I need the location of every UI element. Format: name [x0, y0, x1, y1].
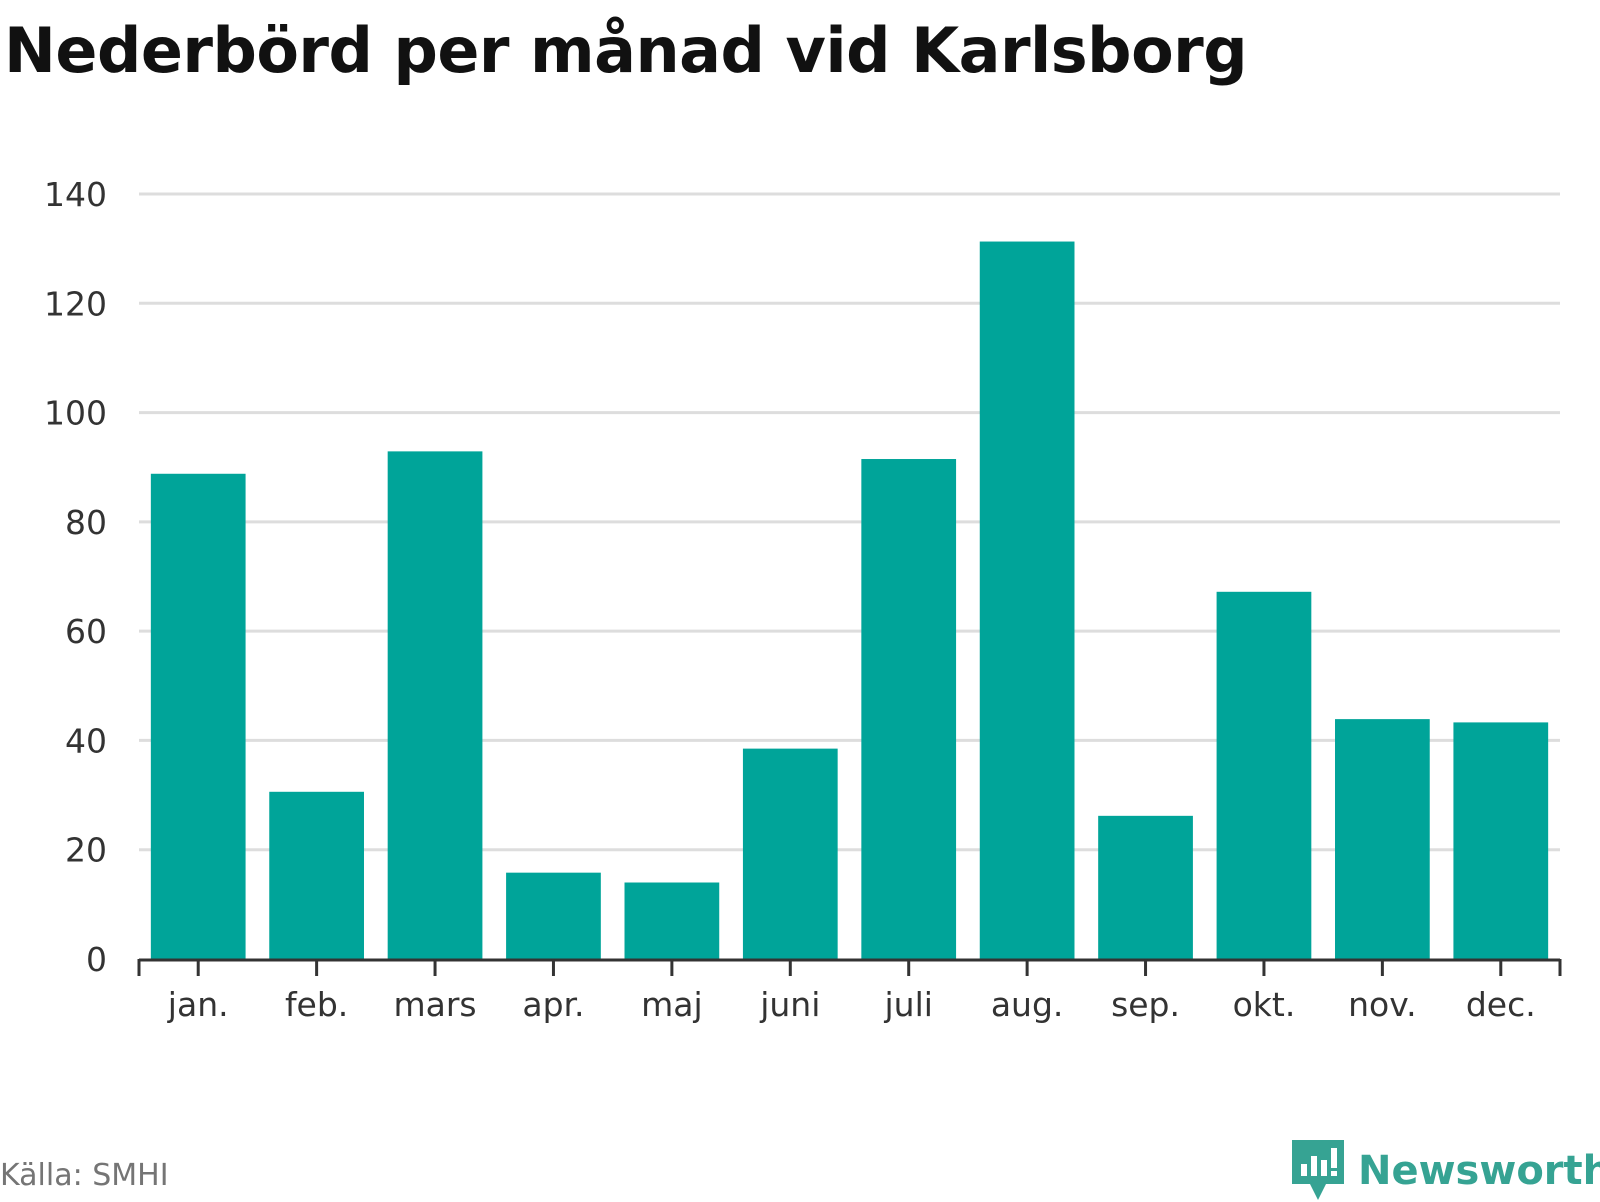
y-tick-label: 40 [65, 721, 107, 760]
brand-name: Newsworthy [1358, 1148, 1600, 1194]
y-tick-label: 60 [65, 612, 107, 651]
y-tick-label: 0 [86, 940, 107, 979]
bars [150, 241, 1549, 959]
y-tick-label: 100 [44, 394, 107, 433]
newsworthy-logo-icon [1292, 1140, 1344, 1200]
bar [1453, 722, 1549, 959]
bar [269, 791, 364, 959]
y-tick-label: 20 [65, 831, 107, 870]
chart-title: Nederbörd per månad vid Karlsborg [4, 14, 1248, 87]
x-tick-label: mars [393, 985, 476, 1024]
y-tick-label: 120 [44, 284, 107, 323]
y-tick-label: 140 [44, 175, 107, 214]
y-tick-label: 80 [65, 503, 107, 542]
x-tick-label: juni [759, 985, 820, 1024]
bar [624, 882, 720, 959]
bar [979, 241, 1075, 959]
x-tick-label: maj [641, 985, 703, 1024]
x-tick-label: nov. [1348, 985, 1417, 1024]
x-tick-label: apr. [522, 985, 584, 1024]
bar [1098, 815, 1193, 959]
x-tick-label: okt. [1233, 985, 1296, 1024]
x-tick-label: feb. [285, 985, 348, 1024]
y-axis-labels: 0 20 40 60 80 100 120 140 [44, 175, 107, 979]
bar [387, 451, 483, 959]
bar [1335, 719, 1430, 959]
brand-logo[interactable]: Newsworthy [1292, 1140, 1600, 1202]
x-tick-label: aug. [991, 985, 1064, 1024]
x-tick-label: juli [883, 985, 932, 1024]
x-tick-label: sep. [1111, 985, 1180, 1024]
bar [150, 473, 246, 959]
x-axis [137, 958, 1562, 976]
source-note: Källa: SMHI [0, 1158, 169, 1193]
grid-lines [139, 192, 1560, 852]
x-tick-label: jan. [167, 985, 229, 1024]
bar [506, 872, 601, 959]
x-axis-labels: jan. feb. mars apr. maj juni juli aug. sep. okt. n… [167, 985, 1536, 1024]
x-tick-label: dec. [1466, 985, 1536, 1024]
bar [742, 748, 838, 959]
bar [1216, 591, 1312, 959]
bar [861, 459, 957, 959]
